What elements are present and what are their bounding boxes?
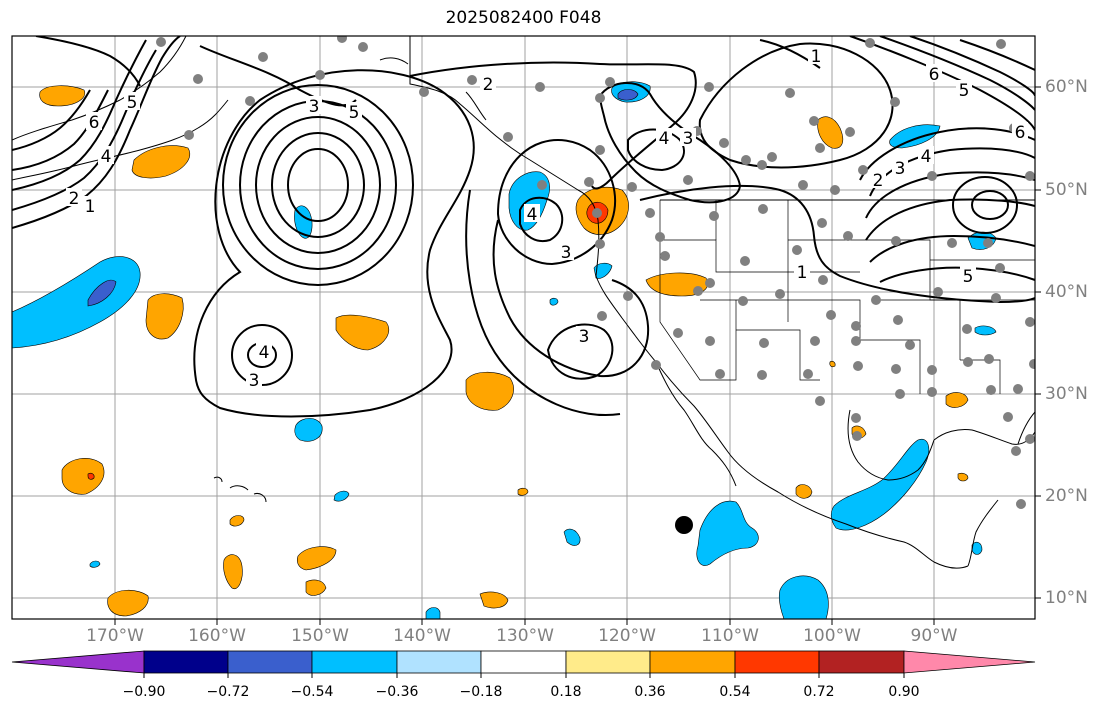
colorbar-extend-low [11,650,145,674]
lat-label-40n: 40°N [1045,282,1088,302]
colorbar-bin [649,650,736,674]
contour-value-labels: 2 5 3 3 4 3 3 4 4 3 1 1 6 5 [66,46,1028,391]
contour-label: 5 [959,81,970,101]
colorbar-tick-label: 0.54 [719,684,751,700]
lon-label-170w: 170°W [86,626,144,646]
contour-label: 5 [349,103,360,123]
contour-label: 5 [127,93,138,113]
colorbar-bin [311,650,398,674]
colorbar-ticks [143,673,905,678]
map-frame [11,35,1036,620]
contour-label: 2 [483,75,494,95]
colorbar-tick-label: 0.36 [634,684,666,700]
lon-label-100w: 100°W [803,626,861,646]
contour-label: 4 [921,147,932,167]
colorbar-bin [227,650,313,674]
colorbar-bin [143,650,229,674]
lon-label-160w: 160°W [188,626,246,646]
lat-label-60n: 60°N [1045,77,1088,97]
contour-label: 2 [873,171,884,191]
lat-ticks [1035,86,1041,599]
lon-ticks [114,619,935,625]
contour-label: 6 [89,113,100,133]
positive-anomaly-fills [39,85,969,617]
colorbar-tick-label: −0.90 [122,684,166,700]
chart-title: 2025082400 F048 [445,8,602,28]
contour-label: 3 [895,159,906,179]
contour-label: 6 [1015,123,1026,143]
contour-label: 1 [85,197,96,217]
graticule [12,36,1035,619]
colorbar-extend-high [903,650,1036,674]
colorbar-bin [734,650,820,674]
contour-label: 5 [963,267,974,287]
colorbar-tick-label: 0.72 [803,684,835,700]
contour-label: 2 [69,189,80,209]
colorbar-bin [480,650,567,674]
colorbar-bin [565,650,651,674]
colorbar [11,650,1036,674]
lat-label-30n: 30°N [1045,384,1088,404]
colorbar-tick-label: −0.18 [459,684,503,700]
colorbar-tick-label: −0.54 [290,684,334,700]
colorbar-tick-label: 0.90 [888,684,920,700]
contour-label: 1 [811,47,822,67]
lon-label-110w: 110°W [701,626,759,646]
state-borders [659,200,1035,394]
lat-label-50n: 50°N [1045,180,1088,200]
colorbar-tick-label: 0.18 [550,684,582,700]
lon-label-120w: 120°W [598,626,656,646]
contour-label: 3 [683,129,694,149]
storm-center-marker [675,516,693,534]
station-dots [156,36,1035,509]
colorbar-bin [396,650,482,674]
contour-label: 3 [579,327,590,347]
lat-label-10n: 10°N [1045,588,1088,608]
lon-label-130w: 130°W [496,626,554,646]
lon-label-150w: 150°W [291,626,349,646]
contour-label: 3 [561,243,572,263]
contour-lines [12,36,1035,418]
colorbar-tick-label: −0.36 [375,684,419,700]
contour-label: 4 [659,129,670,149]
lon-label-140w: 140°W [393,626,451,646]
contour-label: 4 [259,343,270,363]
colorbar-bin [818,650,905,674]
contour-label: 4 [101,147,112,167]
lat-label-20n: 20°N [1045,486,1088,506]
contour-label: 3 [249,371,260,391]
contour-label: 6 [929,65,940,85]
contour-label: 4 [527,205,538,225]
coastlines [12,36,1035,569]
lon-label-90w: 90°W [910,626,958,646]
contour-label: 3 [309,97,320,117]
contour-label: 1 [797,263,808,283]
colorbar-tick-label: −0.72 [206,684,250,700]
